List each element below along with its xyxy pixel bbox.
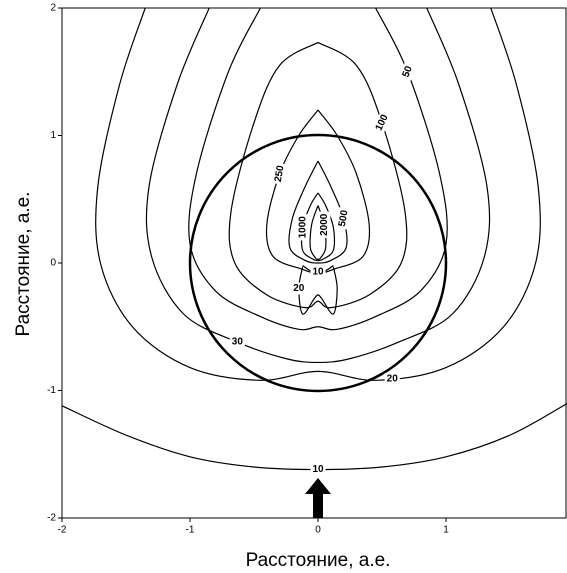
contour-label-text: 30 bbox=[232, 337, 244, 348]
contour-label: 500 bbox=[335, 207, 352, 230]
contour-label: 30 bbox=[229, 336, 245, 349]
label-background bbox=[399, 62, 416, 81]
contour-label: 50 bbox=[399, 62, 416, 81]
contour-line bbox=[62, 402, 567, 471]
label-background bbox=[318, 211, 331, 238]
contour-label-text: 10 bbox=[312, 464, 324, 475]
contour-label: 100 bbox=[372, 110, 392, 135]
contour-line bbox=[298, 266, 338, 315]
label-background bbox=[310, 265, 326, 278]
contour-line bbox=[188, 8, 448, 331]
label-background bbox=[384, 373, 400, 386]
y-tick-label: 0 bbox=[50, 258, 56, 269]
label-background bbox=[271, 162, 288, 185]
label-background bbox=[296, 214, 309, 241]
label-background bbox=[291, 282, 307, 295]
contour-label-text: 250 bbox=[273, 164, 287, 183]
contour-label: 10 bbox=[310, 463, 326, 476]
contour-label-text: 1000 bbox=[297, 216, 308, 239]
contour-label: 1000 bbox=[296, 214, 309, 241]
contour-label: 250 bbox=[271, 162, 288, 185]
arrow bbox=[305, 478, 331, 518]
x-tick-label: 1 bbox=[443, 525, 449, 536]
contour-label-text: 500 bbox=[337, 209, 351, 228]
contour-line bbox=[145, 8, 491, 364]
contour-label: 10 bbox=[310, 265, 326, 278]
label-background bbox=[310, 463, 326, 476]
y-tick-label: 1 bbox=[50, 130, 56, 141]
contour-label: 20 bbox=[384, 373, 400, 386]
y-axis-label: Расстояние, а.е. bbox=[13, 192, 34, 337]
x-tick-label: -2 bbox=[58, 525, 67, 536]
contour-label-text: 50 bbox=[401, 64, 415, 79]
contour-label: 20 bbox=[291, 282, 307, 295]
x-axis-label: Расстояние, а.е. bbox=[246, 550, 391, 571]
contour-label-text: 2000 bbox=[319, 213, 330, 236]
contour-line bbox=[95, 8, 541, 381]
plot-area: 10 20 30 50 100 250 500 1000 2000 10 20 bbox=[62, 8, 567, 476]
contour-line bbox=[228, 41, 408, 309]
contour-label: 2000 bbox=[318, 211, 331, 238]
label-background bbox=[335, 207, 352, 230]
circle bbox=[188, 133, 448, 393]
y-tick-label: -1 bbox=[47, 385, 56, 396]
y-tick-label: -2 bbox=[47, 513, 56, 524]
label-background bbox=[372, 110, 392, 135]
x-tick-label: -1 bbox=[186, 525, 195, 536]
y-tick-label: 2 bbox=[50, 3, 56, 14]
label-background bbox=[229, 336, 245, 349]
contour-label-text: 20 bbox=[387, 374, 399, 385]
contour-label-text: 20 bbox=[293, 283, 305, 294]
x-tick-label: 0 bbox=[315, 525, 321, 536]
contour-label-text: 10 bbox=[312, 267, 324, 278]
